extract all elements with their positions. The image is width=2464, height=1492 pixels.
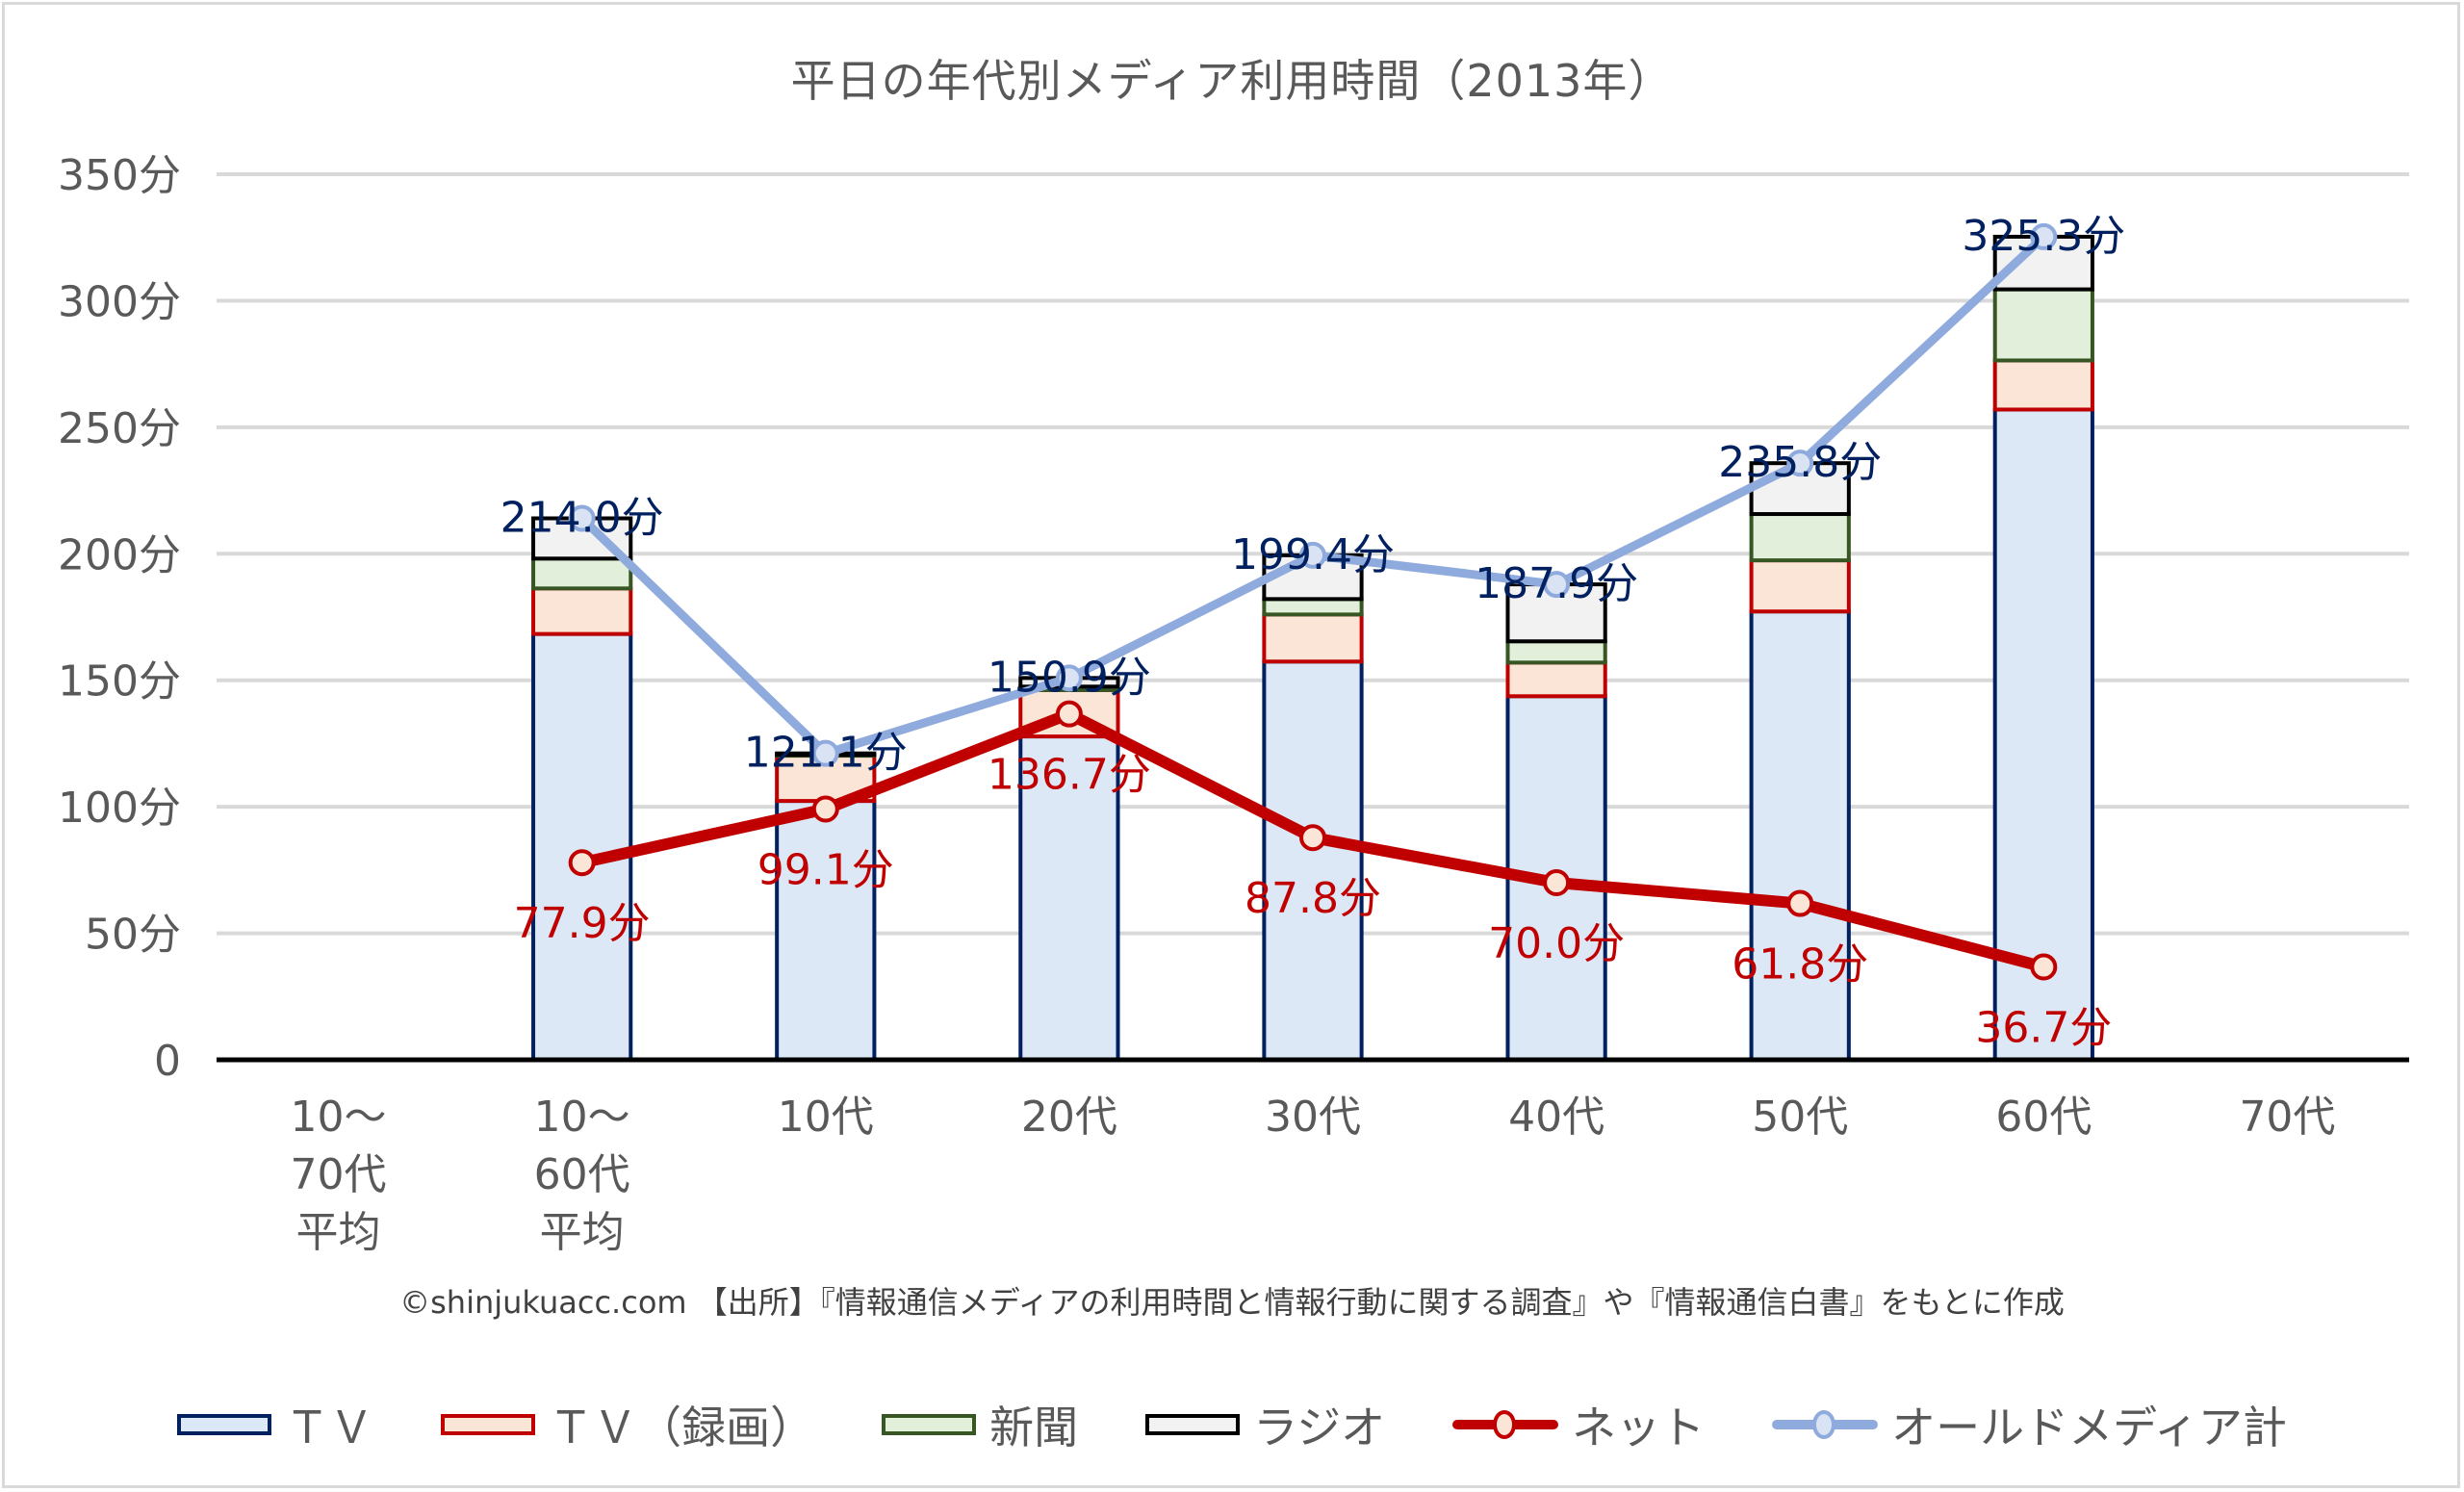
old-media-marker — [1543, 571, 1571, 599]
net-data-label: 70.0分 — [1488, 919, 1625, 968]
bar-segment-newspaper — [1262, 597, 1364, 617]
bar-segment-tv — [1749, 609, 1851, 1063]
net-data-label: 87.8分 — [1245, 874, 1381, 923]
legend-label: オールドメディア計 — [1891, 1402, 2287, 1453]
old-media-data-label: 121.1分 — [744, 729, 908, 778]
old-media-data-label: 187.9分 — [1475, 559, 1638, 608]
bar-segment-newspaper — [1992, 287, 2094, 363]
net-marker — [811, 795, 839, 823]
data-labels: 77.9分 99.1分 136.7分 87.8分 70.0分 61.8分 36.7分 214.… — [500, 212, 2126, 1053]
old-media-data-label: 325.3分 — [1962, 212, 2125, 261]
y-tick-label: 150分 — [58, 657, 181, 707]
x-tick-label: 20代 — [1021, 1093, 1117, 1142]
y-tick-label: 50分 — [85, 911, 181, 960]
bar-segment-newspaper — [1749, 512, 1851, 563]
y-tick-label: 200分 — [58, 530, 181, 579]
x-tick-label: 60代 — [534, 1150, 630, 1199]
y-tick-label: 100分 — [58, 784, 181, 833]
net-marker — [1786, 889, 1814, 917]
bar-segment-newspaper — [1505, 639, 1607, 665]
x-tick-label: 50代 — [1752, 1093, 1848, 1142]
legend-item-radio: ラジオ — [1145, 1393, 1385, 1456]
bar-segment-tv-recorded — [1749, 558, 1851, 614]
net-data-label: 136.7分 — [988, 751, 1151, 800]
old-media-marker — [2030, 222, 2058, 250]
legend-item-tv-recorded: ＴＶ（録画） — [441, 1393, 814, 1456]
legend-item-tv: ＴＶ — [177, 1393, 373, 1456]
y-tick-label: 250分 — [58, 404, 181, 453]
net-data-label: 36.7分 — [1975, 1004, 2112, 1053]
legend-label: ラジオ — [1253, 1402, 1386, 1453]
y-tick-label: 350分 — [58, 151, 181, 200]
bar-segment-newspaper — [531, 556, 633, 591]
legend-label: 新聞 — [989, 1402, 1079, 1453]
old-media-marker — [568, 504, 596, 532]
x-tick-label: 10～ — [534, 1093, 630, 1142]
bar-segment-tv — [775, 799, 877, 1063]
legend-item-net: ネット — [1452, 1393, 1705, 1456]
x-tick-label: 平均 — [296, 1208, 381, 1257]
chart-title: 平日の年代別メディア利用時間（2013年） — [790, 55, 1674, 107]
legend: ＴＶ ＴＶ（録画） 新聞 ラジオ ネット オールドメディア計 — [0, 1393, 2464, 1456]
x-tick-label: 40代 — [1508, 1093, 1604, 1142]
old-media-data-label: 150.9分 — [988, 653, 1151, 702]
x-tick-label: 30代 — [1265, 1093, 1361, 1142]
tv-recorded-swatch-icon — [441, 1414, 536, 1435]
radio-swatch-icon — [1145, 1414, 1241, 1435]
old-media-line-marker-icon — [1772, 1410, 1879, 1439]
old-media-data-label: 214.0分 — [500, 493, 664, 542]
net-marker — [568, 849, 596, 877]
net-line-marker-icon — [1452, 1410, 1559, 1439]
bar-segment-tv-recorded — [1992, 358, 2094, 412]
old-media-marker — [1299, 541, 1326, 569]
y-axis-ticks: 0 50分 100分 150分 200分 250分 300分 350分 — [58, 151, 181, 1086]
x-tick-label: 平均 — [540, 1208, 625, 1257]
x-tick-label: 60代 — [1995, 1093, 2092, 1142]
y-tick-label: 0 — [154, 1037, 181, 1086]
net-marker — [1055, 700, 1083, 728]
old-media-marker — [1055, 664, 1083, 692]
y-tick-label: 300分 — [58, 277, 181, 326]
bar-segment-tv — [1262, 659, 1364, 1063]
net-marker — [1543, 869, 1571, 896]
old-media-marker — [811, 739, 839, 767]
old-media-data-label: 199.4分 — [1231, 530, 1395, 579]
bar-segment-tv-recorded — [531, 586, 633, 636]
x-tick-label: 70代 — [2239, 1093, 2335, 1142]
net-data-label: 61.8分 — [1732, 940, 1868, 990]
net-data-label: 77.9分 — [514, 899, 651, 948]
x-tick-label: 10～ — [291, 1093, 387, 1142]
x-tick-label: 70代 — [291, 1150, 387, 1199]
line-series — [568, 222, 2058, 981]
old-media-marker — [1786, 450, 1814, 477]
legend-label: ＴＶ（録画） — [549, 1402, 815, 1453]
bar-segment-tv-recorded — [1262, 612, 1364, 664]
legend-item-old-media: オールドメディア計 — [1772, 1393, 2287, 1456]
tv-swatch-icon — [177, 1414, 272, 1435]
newspaper-swatch-icon — [882, 1414, 977, 1435]
bar-segment-tv-recorded — [1505, 660, 1607, 699]
net-marker — [1299, 824, 1326, 852]
stacked-bars — [531, 234, 2094, 1063]
legend-label: ＴＶ — [285, 1402, 374, 1453]
legend-item-newspaper: 新聞 — [882, 1393, 1078, 1456]
bar-segment-tv — [531, 631, 633, 1063]
x-tick-label: 10代 — [778, 1093, 874, 1142]
source-note: ©shinjukuacc.com 【出所】『情報通信メディアの利用時間と情報行動… — [399, 1284, 2065, 1321]
old-media-data-label: 235.8分 — [1718, 438, 1882, 487]
net-data-label: 99.1分 — [757, 846, 894, 895]
net-marker — [2030, 953, 2058, 981]
legend-label: ネット — [1572, 1402, 1706, 1453]
